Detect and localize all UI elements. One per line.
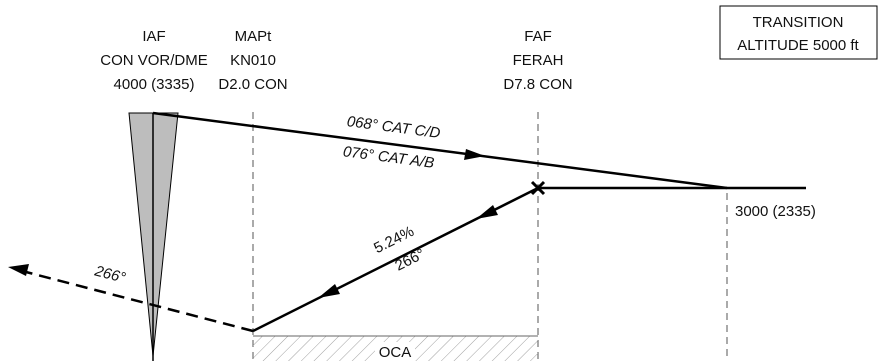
oca-label: OCA <box>379 344 412 361</box>
faf-label: FAF <box>524 28 552 45</box>
missed-approach-arrow-icon <box>8 264 29 276</box>
iaf-altitude: 4000 (3335) <box>114 76 195 93</box>
mapt-label: MAPt <box>235 28 273 45</box>
missed-approach-line <box>25 270 254 333</box>
transition-altitude-value: ALTITUDE 5000 ft <box>737 37 859 54</box>
faf-distance: D7.8 CON <box>503 76 572 93</box>
inbound-track-line <box>152 111 728 190</box>
final-arrow-lower-icon <box>318 284 340 298</box>
mapt-name: KN010 <box>230 52 276 69</box>
final-course: 266° <box>392 245 427 274</box>
inbound-course-cd: 068° CAT C/D <box>346 113 442 142</box>
transition-label: TRANSITION <box>753 14 844 31</box>
iaf-name: CON VOR/DME <box>100 52 208 69</box>
missed-approach-course: 266° <box>92 262 127 286</box>
faf-name: FERAH <box>513 52 564 69</box>
inbound-arrow-icon <box>464 149 485 160</box>
mapt-distance: D2.0 CON <box>218 76 287 93</box>
iaf-label: IAF <box>142 28 165 45</box>
transition-altitude-box <box>719 5 878 60</box>
oca-label-bg <box>375 342 415 361</box>
final-arrow-upper-icon <box>476 205 498 219</box>
altitude-3000-label: 3000 (2335) <box>735 203 816 220</box>
